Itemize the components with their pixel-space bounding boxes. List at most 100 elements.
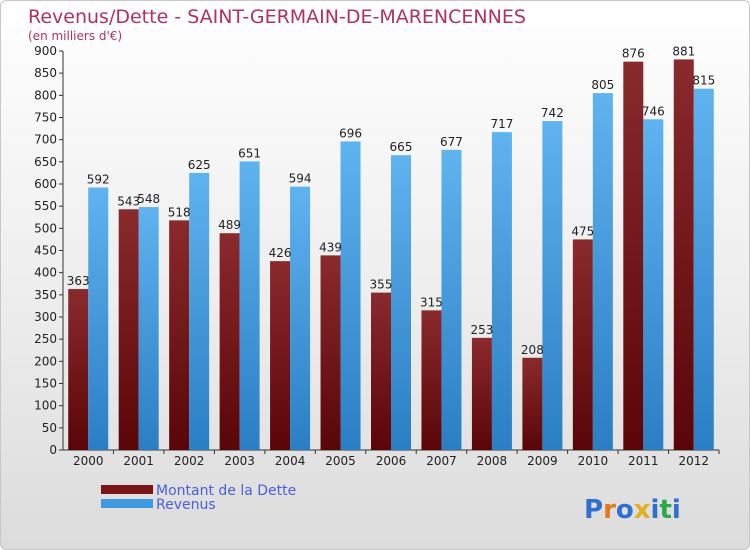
revenue-bar [138, 207, 159, 450]
revenue-bar [542, 121, 563, 451]
debt-value-label: 426 [269, 246, 292, 260]
debt-value-label: 543 [117, 194, 140, 208]
debt-bar [270, 261, 291, 450]
debt-bar [673, 59, 694, 450]
debt-bar [320, 255, 341, 450]
debt-value-label: 881 [672, 44, 695, 58]
bars [68, 59, 714, 451]
revenue-value-label: 677 [440, 135, 463, 149]
y-tick-label: 150 [34, 377, 57, 391]
x-tick-label: 2002 [174, 454, 205, 468]
y-tick-label: 800 [34, 88, 57, 102]
debt-value-label: 315 [420, 295, 443, 309]
debt-value-label: 876 [622, 47, 645, 61]
y-tick-label: 700 [34, 133, 57, 147]
debt-value-label: 518 [168, 205, 191, 219]
y-tick-label: 400 [34, 266, 57, 280]
x-tick-label: 2005 [325, 454, 356, 468]
revenue-value-label: 548 [137, 192, 160, 206]
logo-letter: P [584, 495, 603, 525]
y-tick-label: 200 [34, 354, 57, 368]
y-tick-label: 50 [42, 421, 57, 435]
x-tick-label: 2011 [628, 454, 659, 468]
x-tick-label: 2009 [527, 454, 558, 468]
logo-letter: t [659, 495, 671, 525]
debt-bar [68, 289, 89, 450]
x-tick-label: 2008 [477, 454, 508, 468]
logo-letter: r [603, 495, 616, 525]
revenue-bar [88, 187, 109, 450]
debt-value-label: 489 [218, 218, 241, 232]
debt-bar [471, 337, 492, 450]
y-tick-label: 100 [34, 399, 57, 413]
debt-bar [118, 209, 139, 450]
x-tick-label: 2007 [426, 454, 457, 468]
proxiti-logo-text: Proxiti [584, 495, 681, 525]
y-tick-label: 600 [34, 177, 57, 191]
y-tick-label: 900 [34, 44, 57, 58]
legend-label-revenue: Revenus [156, 497, 216, 513]
revenue-bar [643, 119, 664, 451]
x-tick-label: 2004 [275, 454, 306, 468]
revenue-value-label: 665 [390, 140, 413, 154]
revenue-bar [189, 172, 210, 450]
y-tick-label: 500 [34, 221, 57, 235]
debt-value-label: 439 [319, 240, 342, 254]
debt-bar [169, 220, 190, 450]
revenue-value-label: 696 [339, 126, 362, 140]
y-tick-label: 650 [34, 155, 57, 169]
x-tick-label: 2000 [73, 454, 104, 468]
revenue-value-label: 815 [692, 74, 715, 88]
y-tick-label: 350 [34, 288, 57, 302]
revenue-bar [491, 132, 512, 450]
revenue-value-label: 746 [642, 104, 665, 118]
legend-label-debt: Montant de la Dette [156, 483, 296, 499]
logo-letter: x [634, 495, 651, 525]
revenue-bar [290, 186, 311, 450]
debt-bar [522, 357, 543, 450]
debt-bar [421, 310, 442, 450]
chart-subtitle: (en milliers d'€) [28, 29, 122, 43]
y-tick-label: 300 [34, 310, 57, 324]
x-tick-label: 2006 [376, 454, 407, 468]
x-tick-label: 2012 [678, 454, 709, 468]
revenue-value-label: 717 [490, 117, 513, 131]
revenue-value-label: 625 [188, 158, 211, 172]
debt-value-label: 355 [370, 278, 393, 292]
x-tick-label: 2001 [123, 454, 154, 468]
y-tick-label: 450 [34, 244, 57, 258]
debt-bar [219, 233, 240, 450]
logo-letter: i [672, 495, 681, 525]
proxiti-logo: Proxiti [584, 495, 681, 525]
debt-bar [623, 61, 644, 450]
revenue-value-label: 805 [591, 78, 614, 92]
revenue-value-label: 592 [87, 173, 110, 187]
logo-letter: i [651, 495, 660, 525]
debt-bar [371, 292, 391, 450]
x-tick-label: 2003 [224, 454, 255, 468]
debt-value-label: 475 [571, 224, 594, 238]
revenue-bar [441, 149, 462, 450]
y-tick-label: 550 [34, 199, 57, 213]
y-tick-label: 850 [34, 66, 57, 80]
revenue-value-label: 742 [541, 106, 564, 120]
x-tick-label: 2010 [578, 454, 609, 468]
revenue-bar [340, 141, 361, 450]
revenue-value-label: 594 [289, 172, 312, 186]
y-tick-label: 250 [34, 332, 57, 346]
revenue-bar [391, 155, 411, 450]
axes: 0 50 100 150 200 250 300 350 400 450 500 550 600 650 7… [34, 44, 720, 468]
chart-title: Revenus/Dette - SAINT-GERMAIN-DE-MARENCE… [28, 6, 526, 28]
y-tick-label: 750 [34, 111, 57, 125]
revenue-bar [592, 93, 613, 450]
logo-letter: o [616, 495, 634, 525]
debt-bar [572, 239, 593, 450]
debt-value-label: 363 [67, 274, 90, 288]
legend-swatch-revenue [101, 499, 153, 508]
y-tick-label: 0 [49, 443, 57, 457]
debt-value-label: 208 [521, 343, 544, 357]
